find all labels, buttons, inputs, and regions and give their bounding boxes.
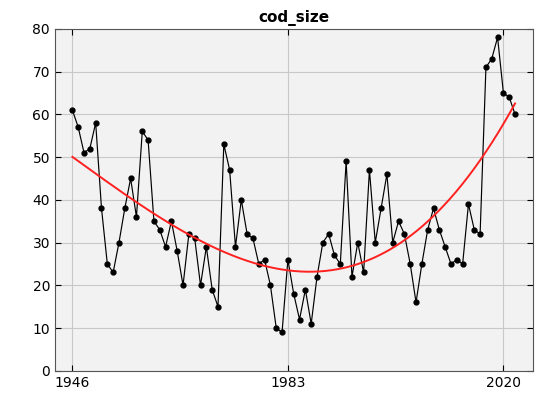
Title: cod_size: cod_size (258, 10, 329, 26)
